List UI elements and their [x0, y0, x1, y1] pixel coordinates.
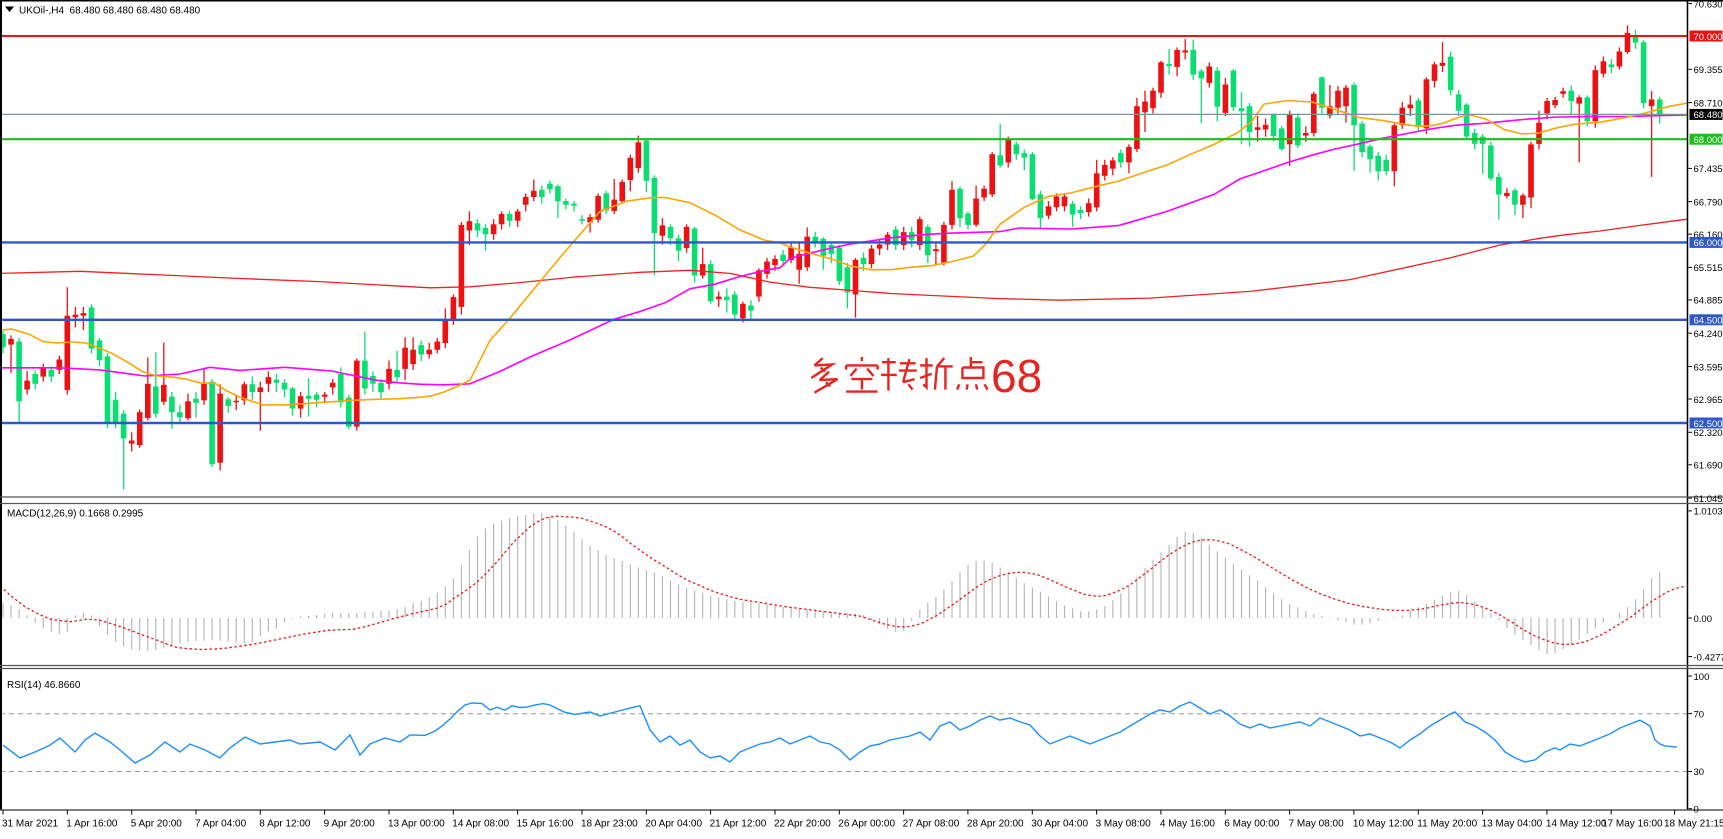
- svg-text:28 Apr 20:00: 28 Apr 20:00: [967, 819, 1024, 830]
- svg-text:66.160: 66.160: [1694, 230, 1723, 241]
- svg-text:1 Apr 16:00: 1 Apr 16:00: [66, 819, 118, 830]
- svg-text:11 May 20:00: 11 May 20:00: [1417, 819, 1477, 830]
- svg-text:13 May 04:00: 13 May 04:00: [1482, 819, 1543, 830]
- svg-text:31 Mar 2021: 31 Mar 2021: [2, 819, 59, 830]
- svg-text:64.500: 64.500: [1694, 316, 1723, 327]
- svg-text:0: 0: [1694, 805, 1699, 816]
- svg-text:62.500: 62.500: [1694, 419, 1723, 430]
- svg-text:6 May 00:00: 6 May 00:00: [1224, 819, 1279, 830]
- svg-text:66.790: 66.790: [1694, 197, 1723, 208]
- svg-text:18 Apr 23:00: 18 Apr 23:00: [581, 819, 638, 830]
- svg-text:21 Apr 12:00: 21 Apr 12:00: [710, 819, 767, 830]
- svg-text:9 Apr 20:00: 9 Apr 20:00: [324, 819, 376, 830]
- svg-text:69.355: 69.355: [1694, 65, 1723, 76]
- svg-text:27 Apr 08:00: 27 Apr 08:00: [903, 819, 960, 830]
- svg-text:68.000: 68.000: [1694, 135, 1723, 146]
- svg-text:7 May 08:00: 7 May 08:00: [1289, 819, 1344, 830]
- svg-text:18 May 21:15: 18 May 21:15: [1664, 819, 1723, 830]
- svg-text:10 May 12:00: 10 May 12:00: [1353, 819, 1414, 830]
- svg-text:1.0103: 1.0103: [1694, 507, 1723, 518]
- svg-text:62.320: 62.320: [1694, 428, 1723, 439]
- svg-text:70.630: 70.630: [1694, 0, 1723, 10]
- svg-text:62.965: 62.965: [1694, 395, 1723, 406]
- svg-text:8 Apr 12:00: 8 Apr 12:00: [259, 819, 311, 830]
- svg-text:0.00: 0.00: [1694, 614, 1713, 625]
- svg-text:14 Apr 08:00: 14 Apr 08:00: [452, 819, 509, 830]
- svg-text:63.595: 63.595: [1694, 362, 1723, 373]
- svg-text:14 May 12:00: 14 May 12:00: [1546, 819, 1607, 830]
- svg-text:MACD(12,26,9) 0.1668 0.2995: MACD(12,26,9) 0.1668 0.2995: [7, 509, 144, 520]
- svg-text:17 May 16:00: 17 May 16:00: [1602, 819, 1663, 830]
- svg-text:30: 30: [1694, 767, 1705, 778]
- svg-text:67.435: 67.435: [1694, 164, 1723, 175]
- svg-text:26 Apr 00:00: 26 Apr 00:00: [838, 819, 895, 830]
- svg-text:30 Apr 04:00: 30 Apr 04:00: [1031, 819, 1088, 830]
- svg-text:68: 68: [991, 350, 1042, 402]
- svg-text:13 Apr 00:00: 13 Apr 00:00: [388, 819, 445, 830]
- svg-text:RSI(14) 46.8660: RSI(14) 46.8660: [7, 680, 81, 691]
- svg-text:3 May 08:00: 3 May 08:00: [1096, 819, 1151, 830]
- svg-text:61.690: 61.690: [1694, 461, 1723, 472]
- svg-text:68.480: 68.480: [1694, 110, 1723, 121]
- svg-text:20 Apr 04:00: 20 Apr 04:00: [645, 819, 702, 830]
- svg-text:4 May 16:00: 4 May 16:00: [1160, 819, 1215, 830]
- svg-text:7 Apr 04:00: 7 Apr 04:00: [195, 819, 247, 830]
- svg-text:61.045: 61.045: [1694, 494, 1723, 505]
- svg-text:70: 70: [1694, 709, 1705, 720]
- svg-text:65.515: 65.515: [1694, 263, 1723, 274]
- svg-text:22 Apr 20:00: 22 Apr 20:00: [774, 819, 831, 830]
- svg-text:64.885: 64.885: [1694, 296, 1723, 307]
- svg-text:UKOil-,H4 68.480 68.480 68.48: UKOil-,H4 68.480 68.480 68.480 68.480: [19, 6, 201, 17]
- svg-text:15 Apr 16:00: 15 Apr 16:00: [517, 819, 574, 830]
- svg-text:70.000: 70.000: [1694, 32, 1723, 43]
- svg-text:5 Apr 20:00: 5 Apr 20:00: [131, 819, 183, 830]
- svg-text:-0.4277: -0.4277: [1694, 652, 1723, 663]
- svg-text:68.710: 68.710: [1694, 98, 1723, 109]
- svg-text:64.240: 64.240: [1694, 329, 1723, 340]
- svg-text:100: 100: [1694, 672, 1710, 683]
- svg-text:66.000: 66.000: [1694, 238, 1723, 249]
